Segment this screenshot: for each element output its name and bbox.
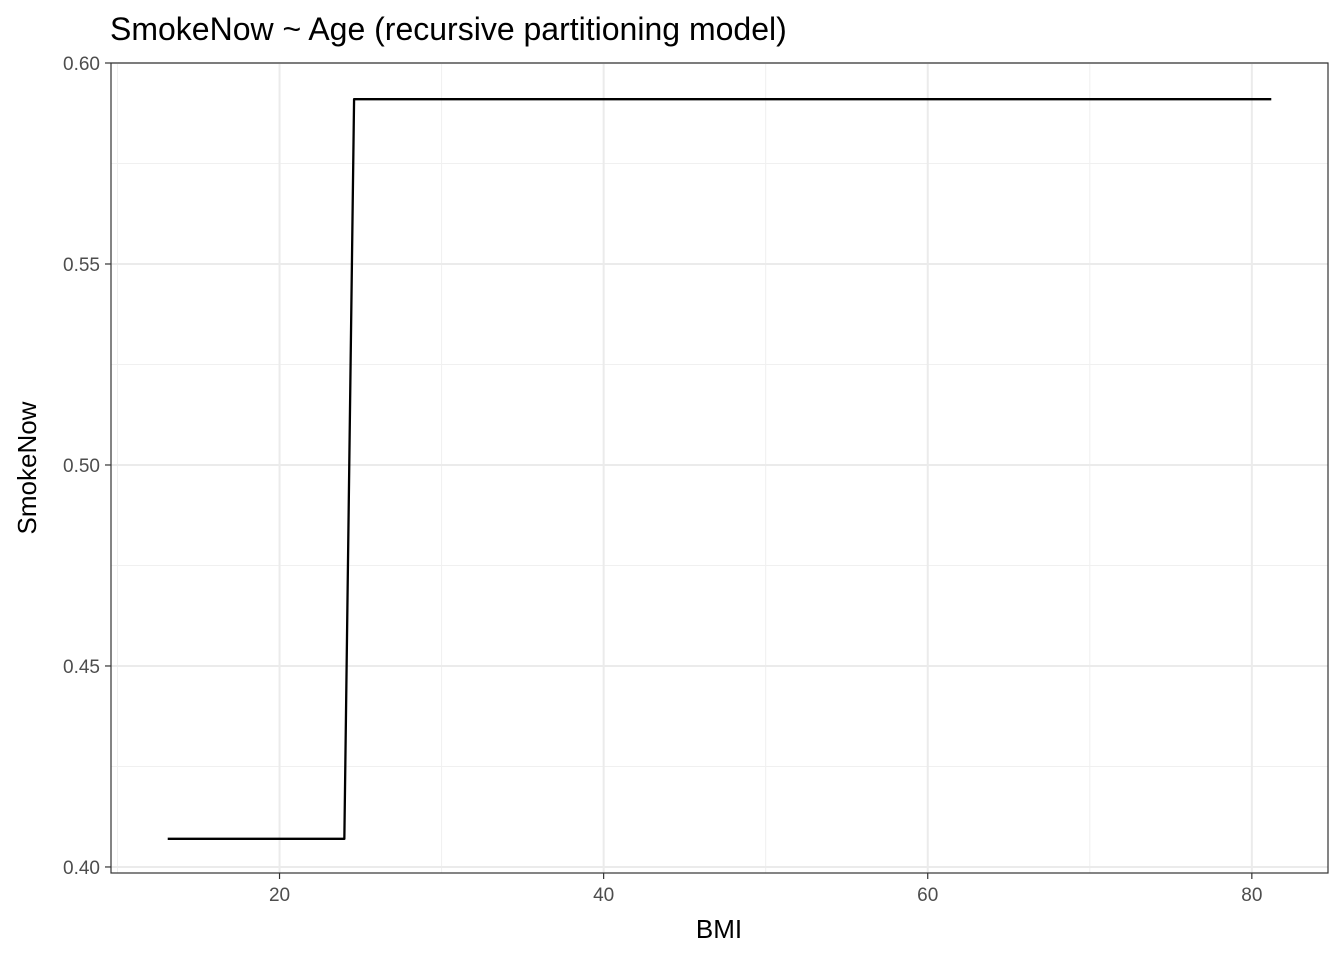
y-tick-label: 0.60 xyxy=(63,54,100,75)
x-tick-label: 80 xyxy=(1241,885,1262,906)
series-layer xyxy=(167,98,1272,840)
panel-background xyxy=(111,63,1328,873)
y-tick-label: 0.55 xyxy=(63,255,100,276)
x-tick-label: 40 xyxy=(593,885,614,906)
x-axis: 20 40 60 80 xyxy=(269,873,1262,906)
panel-border xyxy=(110,62,1329,874)
chart-title: SmokeNow ~ Age (recursive partitioning m… xyxy=(110,11,787,47)
series-line xyxy=(167,98,1272,840)
x-axis-title: BMI xyxy=(696,914,742,944)
grid-minor xyxy=(111,63,1328,873)
y-tick-label: 0.40 xyxy=(63,858,100,879)
y-tick-label: 0.50 xyxy=(63,456,100,477)
y-tick-label: 0.45 xyxy=(63,657,100,678)
x-tick-label: 60 xyxy=(917,885,938,906)
x-tick-label: 20 xyxy=(269,885,290,906)
y-axis: 0.40 0.45 0.50 0.55 0.60 xyxy=(63,54,111,879)
y-axis-title: SmokeNow xyxy=(12,401,42,534)
plot-panel xyxy=(110,62,1329,874)
